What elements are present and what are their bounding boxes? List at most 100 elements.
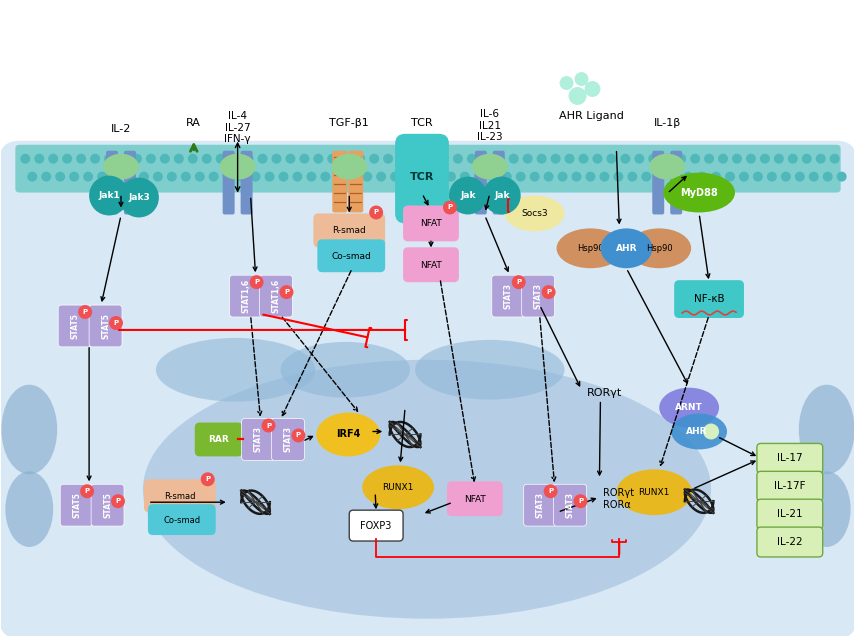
Text: P: P: [447, 204, 452, 210]
Ellipse shape: [202, 154, 212, 164]
FancyBboxPatch shape: [553, 484, 587, 526]
Ellipse shape: [767, 171, 777, 182]
FancyBboxPatch shape: [757, 527, 823, 557]
Text: P: P: [254, 279, 259, 285]
Text: STAT3: STAT3: [254, 426, 262, 452]
Ellipse shape: [299, 154, 310, 164]
Ellipse shape: [262, 419, 275, 433]
Ellipse shape: [279, 171, 288, 182]
Ellipse shape: [551, 154, 561, 164]
Text: IL-1β: IL-1β: [653, 118, 681, 128]
Ellipse shape: [143, 360, 711, 619]
FancyBboxPatch shape: [670, 151, 682, 215]
Ellipse shape: [363, 466, 434, 509]
Ellipse shape: [27, 171, 38, 182]
Ellipse shape: [799, 385, 855, 475]
Text: P: P: [296, 433, 301, 438]
FancyBboxPatch shape: [403, 247, 459, 282]
Text: Jak: Jak: [494, 191, 510, 200]
Ellipse shape: [201, 472, 215, 486]
Ellipse shape: [787, 154, 798, 164]
Text: P: P: [266, 422, 271, 429]
Text: NFAT: NFAT: [464, 495, 486, 504]
Ellipse shape: [286, 154, 296, 164]
Text: STAT1,6: STAT1,6: [272, 279, 280, 313]
Ellipse shape: [251, 171, 261, 182]
Ellipse shape: [222, 171, 233, 182]
Ellipse shape: [314, 154, 323, 164]
Text: P: P: [83, 309, 88, 315]
Ellipse shape: [659, 388, 719, 427]
Ellipse shape: [250, 275, 263, 289]
Ellipse shape: [557, 229, 624, 268]
Ellipse shape: [613, 171, 623, 182]
Ellipse shape: [390, 171, 400, 182]
FancyBboxPatch shape: [492, 151, 504, 215]
Ellipse shape: [119, 178, 159, 217]
Ellipse shape: [230, 154, 239, 164]
Text: STAT1,6: STAT1,6: [242, 279, 251, 313]
FancyBboxPatch shape: [333, 151, 347, 213]
Text: Co-smad: Co-smad: [163, 515, 200, 525]
Ellipse shape: [432, 171, 442, 182]
Ellipse shape: [449, 176, 486, 215]
FancyBboxPatch shape: [757, 499, 823, 529]
Ellipse shape: [774, 154, 784, 164]
Text: STAT5: STAT5: [70, 313, 80, 339]
Ellipse shape: [690, 154, 700, 164]
Ellipse shape: [237, 171, 246, 182]
Ellipse shape: [837, 171, 846, 182]
Ellipse shape: [683, 171, 693, 182]
Ellipse shape: [332, 154, 367, 180]
Ellipse shape: [516, 171, 526, 182]
Ellipse shape: [174, 154, 184, 164]
Ellipse shape: [369, 154, 379, 164]
Text: Hsp90: Hsp90: [577, 244, 604, 253]
Text: STAT3: STAT3: [504, 283, 513, 309]
Ellipse shape: [564, 154, 575, 164]
Ellipse shape: [118, 154, 128, 164]
Text: P: P: [205, 476, 210, 482]
Ellipse shape: [628, 229, 691, 268]
Ellipse shape: [732, 154, 742, 164]
Ellipse shape: [641, 171, 652, 182]
Ellipse shape: [160, 154, 170, 164]
FancyBboxPatch shape: [403, 206, 459, 241]
Ellipse shape: [725, 171, 735, 182]
Ellipse shape: [522, 154, 533, 164]
Ellipse shape: [795, 171, 805, 182]
Ellipse shape: [467, 154, 477, 164]
Ellipse shape: [600, 229, 652, 268]
Ellipse shape: [69, 171, 80, 182]
Ellipse shape: [425, 154, 435, 164]
Text: STAT3: STAT3: [535, 492, 545, 518]
Ellipse shape: [215, 154, 226, 164]
Text: STAT3: STAT3: [565, 492, 575, 518]
Text: P: P: [548, 488, 553, 494]
Ellipse shape: [509, 154, 519, 164]
Ellipse shape: [62, 154, 72, 164]
Text: IL-4
IL-27
IFN-γ: IL-4 IL-27 IFN-γ: [224, 111, 251, 144]
Text: RORγt
RORα: RORγt RORα: [604, 489, 634, 510]
Ellipse shape: [280, 342, 410, 397]
Text: MyD88: MyD88: [681, 187, 718, 197]
FancyBboxPatch shape: [317, 240, 385, 272]
Ellipse shape: [139, 171, 149, 182]
Ellipse shape: [97, 171, 107, 182]
Ellipse shape: [585, 81, 600, 97]
Ellipse shape: [569, 87, 587, 105]
Ellipse shape: [404, 171, 414, 182]
Text: NF-κB: NF-κB: [693, 294, 724, 304]
Text: RUNX1: RUNX1: [639, 488, 670, 497]
Ellipse shape: [599, 171, 610, 182]
Text: R-smad: R-smad: [164, 492, 196, 501]
Ellipse shape: [803, 471, 851, 547]
Ellipse shape: [529, 171, 540, 182]
Text: RAR: RAR: [209, 435, 229, 444]
FancyBboxPatch shape: [675, 280, 744, 318]
Ellipse shape: [634, 154, 645, 164]
FancyBboxPatch shape: [447, 482, 503, 516]
Ellipse shape: [5, 471, 53, 547]
Text: AHR Ligand: AHR Ligand: [559, 111, 624, 121]
Text: P: P: [114, 320, 119, 326]
